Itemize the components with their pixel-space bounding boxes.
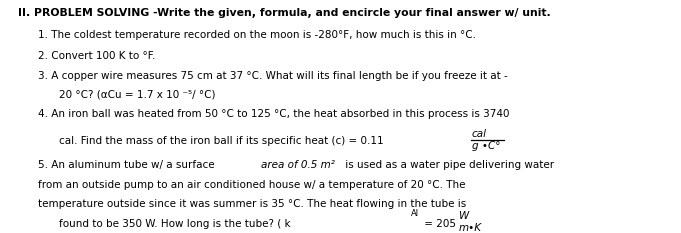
Text: m•K: m•K [459,223,481,233]
Text: found to be 350 W. How long is the tube? ( k: found to be 350 W. How long is the tube?… [59,219,290,229]
Text: II. PROBLEM SOLVING -Write the given, formula, and encircle your final answer w/: II. PROBLEM SOLVING -Write the given, fo… [18,8,551,18]
Text: W: W [459,211,469,220]
Text: 5. An aluminum tube w/ a surface: 5. An aluminum tube w/ a surface [37,160,217,170]
Text: cal. Find the mass of the iron ball if its specific heat (c) = 0.11: cal. Find the mass of the iron ball if i… [59,136,387,146]
Text: g •C°: g •C° [472,141,501,151]
Text: temperature outside since it was summer is 35 °C. The heat flowing in the tube i: temperature outside since it was summer … [37,199,466,209]
Text: 4. An iron ball was heated from 50 °C to 125 °C, the heat absorbed in this proce: 4. An iron ball was heated from 50 °C to… [37,109,509,119]
Text: 2. Convert 100 K to °F.: 2. Convert 100 K to °F. [37,51,155,61]
Text: Al: Al [411,209,419,218]
Text: 20 °C? (αCu = 1.7 x 10 ⁻⁵/ °C): 20 °C? (αCu = 1.7 x 10 ⁻⁵/ °C) [59,89,215,99]
Text: = 205: = 205 [421,219,460,229]
Text: from an outside pump to an air conditioned house w/ a temperature of 20 °C. The: from an outside pump to an air condition… [37,180,465,190]
Text: is used as a water pipe delivering water: is used as a water pipe delivering water [342,160,554,170]
Text: cal: cal [472,129,487,139]
Text: 1. The coldest temperature recorded on the moon is -280°F, how much is this in °: 1. The coldest temperature recorded on t… [37,30,476,40]
Text: 3. A copper wire measures 75 cm at 37 °C. What will its final length be if you f: 3. A copper wire measures 75 cm at 37 °C… [37,71,507,81]
Text: area of 0.5 m²: area of 0.5 m² [261,160,334,170]
